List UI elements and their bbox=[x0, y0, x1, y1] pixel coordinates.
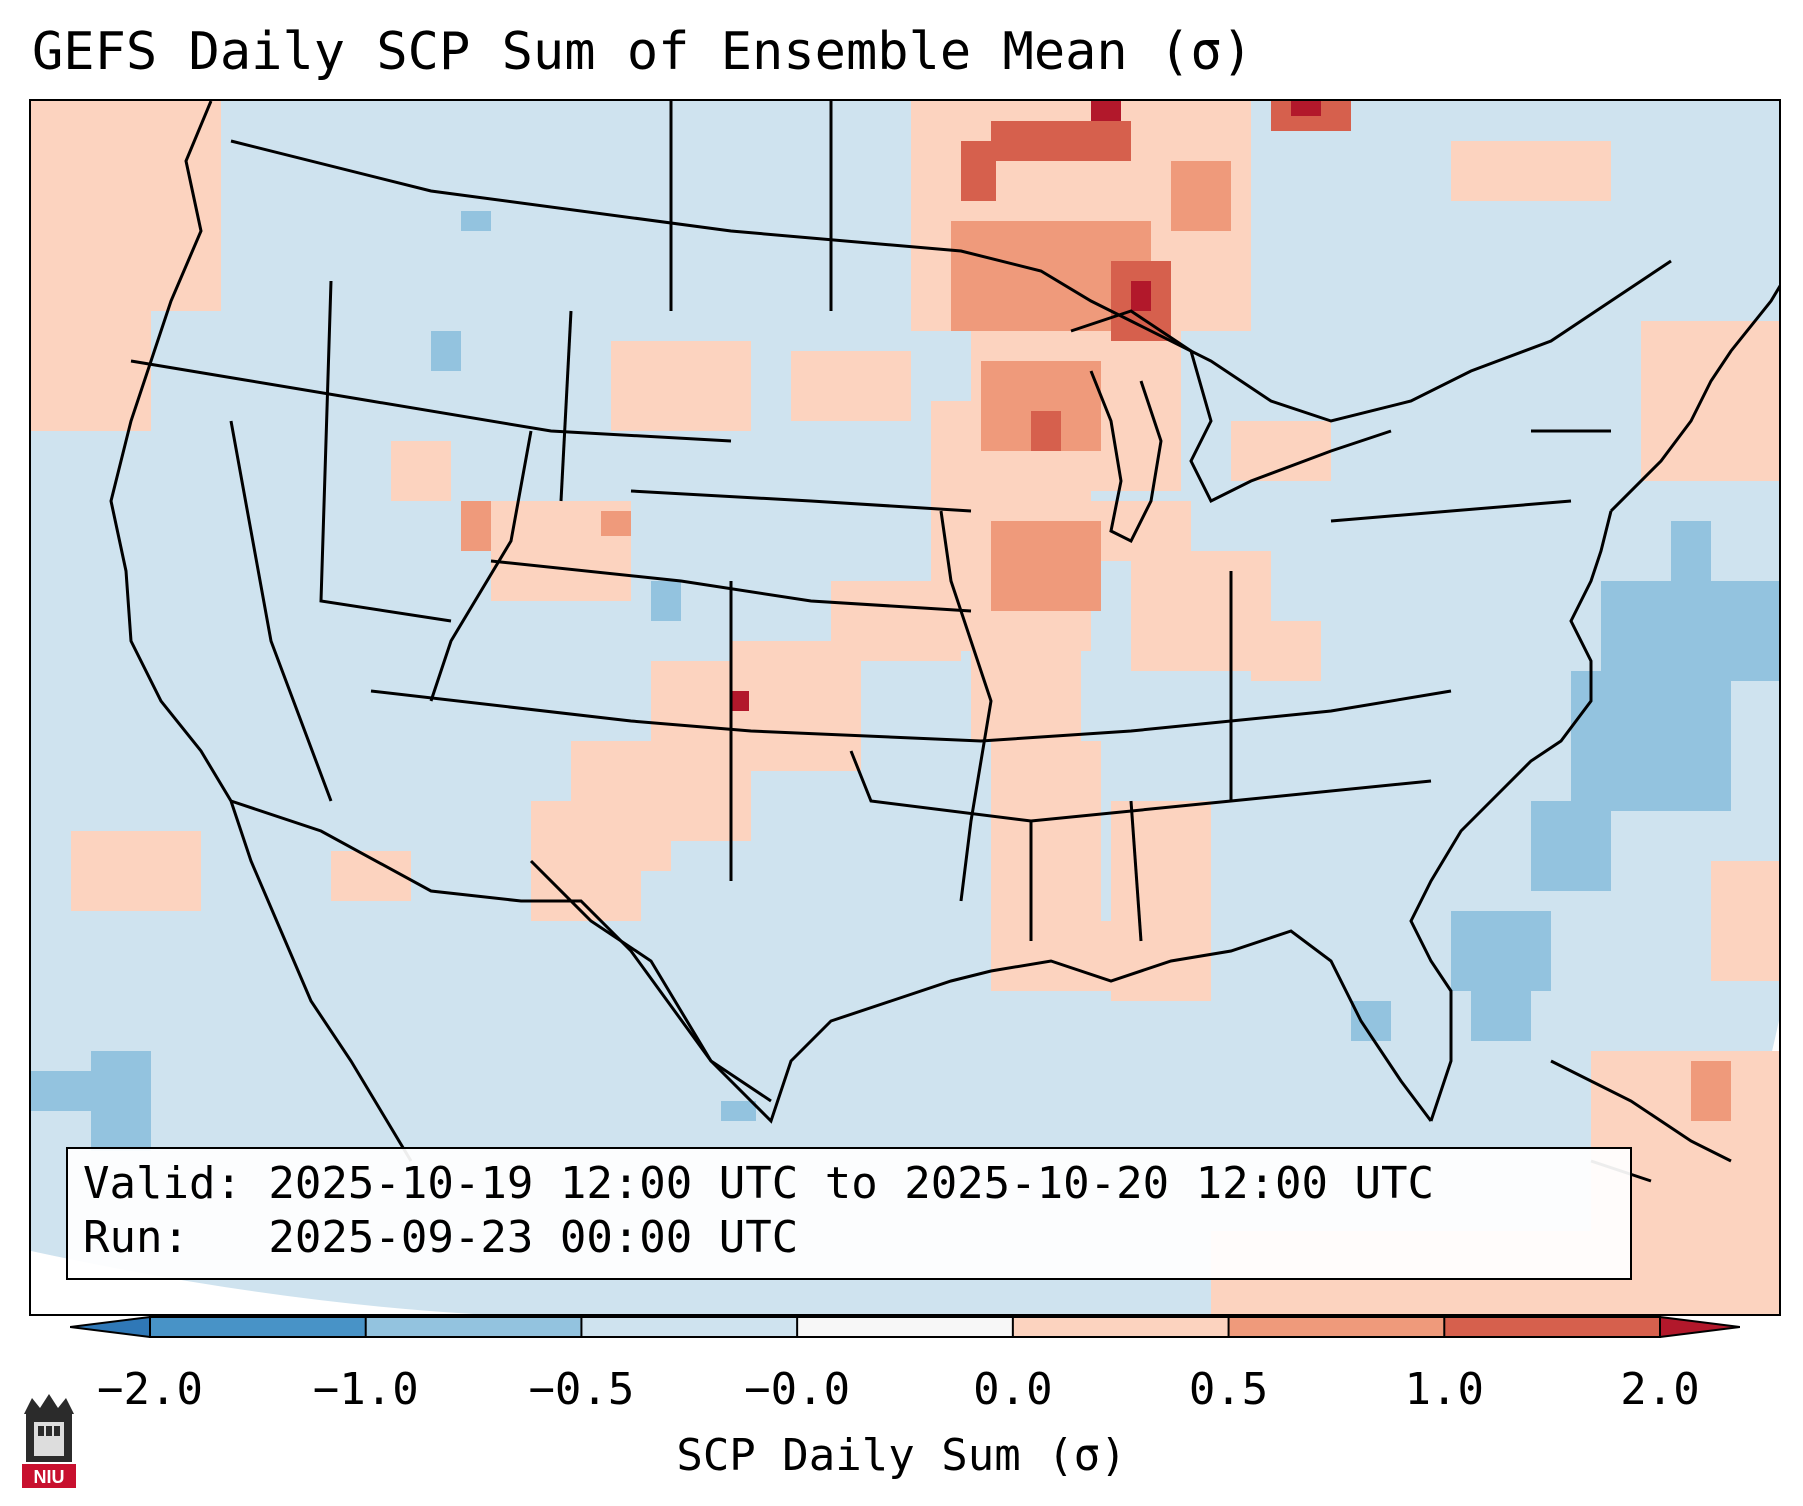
colorbar bbox=[70, 1316, 1740, 1338]
colorbar-tick-label: 0.5 bbox=[1188, 1364, 1269, 1415]
colorbar-segment bbox=[797, 1317, 1014, 1337]
gulf-coast bbox=[529, 859, 1433, 1124]
colorbar-segment bbox=[1012, 1317, 1230, 1337]
negative-anomaly-cells bbox=[31, 211, 1779, 1151]
state-line-1 bbox=[130, 359, 732, 443]
valid-time-line: Valid: 2025-10-19 12:00 UTC to 2025-10-2… bbox=[83, 1158, 1435, 1209]
northeast-coast bbox=[1609, 284, 1779, 513]
colorbar-label: SCP Daily Sum (σ) bbox=[676, 1430, 1127, 1481]
colorbar-extend-low bbox=[70, 1316, 151, 1338]
projection-corner-left bbox=[31, 1251, 474, 1314]
colorbar-tick-label: −1.0 bbox=[312, 1364, 419, 1415]
state-line-16 bbox=[1330, 499, 1572, 523]
colorbar-tick-label: 0.0 bbox=[973, 1364, 1053, 1415]
scp-map-panel bbox=[29, 99, 1781, 1316]
colorbar-tick-label: −2.0 bbox=[97, 1364, 203, 1415]
west-coast bbox=[109, 101, 413, 1162]
state-line-2 bbox=[429, 430, 533, 702]
state-line-5 bbox=[370, 689, 1452, 743]
colorbar-tick-label: −0.0 bbox=[744, 1364, 851, 1415]
great-lakes bbox=[1070, 309, 1392, 504]
canada-border bbox=[230, 139, 1672, 423]
colorbar-segment bbox=[150, 1317, 367, 1337]
lake-michigan bbox=[1089, 370, 1163, 544]
state-line-4 bbox=[490, 559, 972, 613]
colorbar-segment bbox=[365, 1317, 582, 1337]
state-line-12 bbox=[559, 310, 573, 502]
colorbar-tick-label: 1.0 bbox=[1404, 1364, 1485, 1415]
extreme-positive-cells bbox=[731, 101, 1321, 711]
boundary-lines bbox=[109, 101, 1779, 1162]
map-title: GEFS Daily SCP Sum of Ensemble Mean (σ) bbox=[32, 22, 1253, 82]
state-line-8 bbox=[1129, 800, 1143, 942]
colorbar-segment bbox=[581, 1317, 798, 1337]
logo-text: NIU bbox=[34, 1467, 65, 1487]
colorbar-segment bbox=[1444, 1317, 1661, 1337]
colorbar-tick-label: 2.0 bbox=[1620, 1364, 1700, 1415]
positive-anomaly-cells bbox=[31, 101, 1779, 1314]
mississippi-river bbox=[939, 510, 993, 902]
colorbar-segment bbox=[1228, 1317, 1445, 1337]
florida-atlantic bbox=[1409, 510, 1613, 1122]
niu-logo: NIU bbox=[20, 1392, 78, 1490]
state-line-15 bbox=[229, 420, 333, 802]
colorbar-tick-label: −0.5 bbox=[528, 1364, 635, 1415]
colorbar-extend-high bbox=[1659, 1316, 1740, 1338]
scp-map-graphic bbox=[31, 101, 1779, 1314]
state-line-3 bbox=[630, 489, 972, 513]
state-line-14 bbox=[319, 280, 452, 623]
valid-run-info-box: Valid: 2025-10-19 12:00 UTC to 2025-10-2… bbox=[66, 1147, 1632, 1280]
run-time-line: Run: 2025-09-23 00:00 UTC bbox=[83, 1212, 799, 1263]
us-mexico-border bbox=[230, 799, 772, 1103]
state-line-6 bbox=[849, 750, 1432, 823]
